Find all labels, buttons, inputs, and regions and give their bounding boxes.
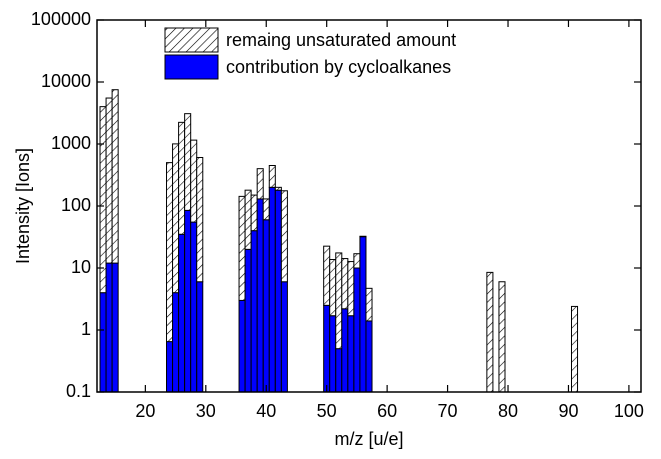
bar-segment [365, 320, 373, 393]
bar-segment [262, 198, 270, 221]
x-tick-label: 20 [135, 401, 155, 421]
bar-segment [244, 189, 252, 250]
bar-segment [105, 262, 113, 393]
y-tick-label: 100000 [31, 9, 91, 29]
bar-segment [274, 189, 282, 393]
x-tick-label: 80 [498, 401, 518, 421]
y-axis-title: Intensity [Ions] [13, 148, 33, 264]
bar-segment [256, 198, 264, 393]
y-tick-label: 1000 [51, 133, 91, 153]
bar-segment [99, 292, 107, 393]
plot-area [99, 89, 579, 393]
x-tick-label: 70 [438, 401, 458, 421]
x-tick-label: 30 [196, 401, 216, 421]
bar-segment [178, 233, 186, 393]
bar-segment [498, 281, 506, 393]
y-tick-label: 10000 [41, 71, 91, 91]
bar-segment [335, 348, 343, 393]
bar-segment [341, 308, 349, 393]
legend-swatch [164, 54, 219, 80]
bar-segment [190, 221, 198, 393]
bar-segment [365, 287, 373, 322]
bar-segment [172, 292, 180, 393]
bar-segment [105, 97, 113, 264]
x-tick-label: 40 [256, 401, 276, 421]
x-tick-label: 50 [317, 401, 337, 421]
bar-segment [256, 168, 264, 200]
bar-segment [280, 281, 288, 393]
bar-segment [166, 162, 174, 343]
bar-segment [341, 258, 349, 310]
bar-segment [184, 113, 192, 211]
bar-segment [280, 190, 288, 283]
bar-segment [347, 261, 355, 317]
bar-segment [190, 139, 198, 223]
bar-segment [111, 89, 119, 264]
bar-segment [238, 299, 246, 393]
bar-segment [274, 186, 282, 191]
bar-segment [347, 315, 355, 393]
legend-label: remaing unsaturated amount [226, 30, 456, 50]
bar-segment [196, 156, 204, 283]
bar-segment [238, 195, 246, 301]
x-tick-label: 100 [614, 401, 644, 421]
bar-segment [329, 259, 337, 317]
bar-segment [184, 209, 192, 393]
bar-segment [196, 281, 204, 393]
bar-segment [250, 194, 258, 232]
bar-segment [486, 271, 494, 393]
bar-segment [323, 304, 331, 393]
x-tick-label: 90 [558, 401, 578, 421]
bar-segment [178, 121, 186, 235]
x-tick-label: 60 [377, 401, 397, 421]
bar-segment [359, 236, 367, 393]
bar-segment [570, 305, 579, 393]
bar-segment [250, 230, 258, 393]
bar-segment [323, 245, 331, 306]
bar-segment [111, 262, 119, 393]
bar-segment [353, 253, 361, 269]
bar-segment [268, 186, 276, 393]
bar-segment [329, 315, 337, 393]
bar-segment [244, 248, 252, 393]
y-tick-label: 100 [61, 195, 91, 215]
legend-label: contribution by cycloalkanes [226, 57, 451, 77]
y-tick-label: 0.1 [66, 381, 91, 401]
bar-segment [166, 341, 174, 393]
bar-segment [335, 252, 343, 350]
y-tick-label: 10 [71, 257, 91, 277]
bar-segment [262, 219, 270, 393]
x-axis-title: m/z [u/e] [334, 429, 403, 449]
y-tick-label: 1 [81, 319, 91, 339]
bar-segment [353, 267, 361, 393]
bar-segment [99, 106, 107, 294]
legend-swatch [164, 27, 219, 53]
bar-segment [172, 143, 180, 294]
bar-segment [268, 165, 276, 188]
